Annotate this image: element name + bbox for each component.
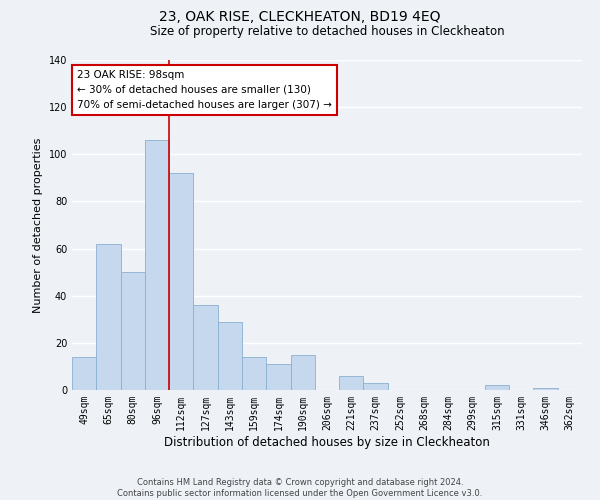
Bar <box>193 305 218 390</box>
X-axis label: Distribution of detached houses by size in Cleckheaton: Distribution of detached houses by size … <box>164 436 490 448</box>
Text: 23 OAK RISE: 98sqm
← 30% of detached houses are smaller (130)
70% of semi-detach: 23 OAK RISE: 98sqm ← 30% of detached hou… <box>77 70 332 110</box>
Bar <box>364 383 388 390</box>
Bar <box>266 364 290 390</box>
Y-axis label: Number of detached properties: Number of detached properties <box>33 138 43 312</box>
Title: Size of property relative to detached houses in Cleckheaton: Size of property relative to detached ho… <box>149 25 505 38</box>
Text: Contains HM Land Registry data © Crown copyright and database right 2024.
Contai: Contains HM Land Registry data © Crown c… <box>118 478 482 498</box>
Bar <box>218 322 242 390</box>
Bar <box>145 140 169 390</box>
Bar <box>485 386 509 390</box>
Bar <box>290 354 315 390</box>
Bar <box>339 376 364 390</box>
Bar <box>169 173 193 390</box>
Bar <box>242 357 266 390</box>
Text: 23, OAK RISE, CLECKHEATON, BD19 4EQ: 23, OAK RISE, CLECKHEATON, BD19 4EQ <box>159 10 441 24</box>
Bar <box>96 244 121 390</box>
Bar <box>533 388 558 390</box>
Bar <box>121 272 145 390</box>
Bar <box>72 357 96 390</box>
